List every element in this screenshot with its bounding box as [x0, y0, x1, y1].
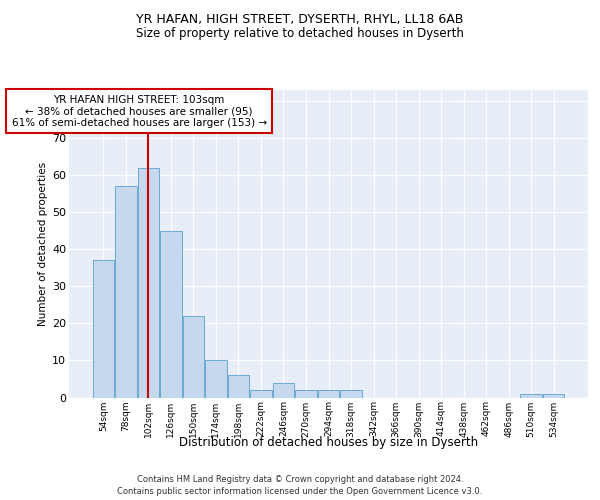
Bar: [205, 360, 227, 398]
Bar: [137, 168, 159, 398]
Bar: [250, 390, 272, 398]
Text: Contains HM Land Registry data © Crown copyright and database right 2024.: Contains HM Land Registry data © Crown c…: [137, 474, 463, 484]
Bar: [182, 316, 204, 398]
Text: Contains public sector information licensed under the Open Government Licence v3: Contains public sector information licen…: [118, 486, 482, 496]
Text: Size of property relative to detached houses in Dyserth: Size of property relative to detached ho…: [136, 28, 464, 40]
Bar: [228, 376, 249, 398]
Bar: [115, 186, 137, 398]
Bar: [273, 382, 294, 398]
Bar: [160, 231, 182, 398]
Text: YR HAFAN HIGH STREET: 103sqm
← 38% of detached houses are smaller (95)
61% of se: YR HAFAN HIGH STREET: 103sqm ← 38% of de…: [11, 94, 266, 128]
Bar: [543, 394, 565, 398]
Bar: [340, 390, 362, 398]
Bar: [318, 390, 339, 398]
Bar: [92, 260, 114, 398]
Text: YR HAFAN, HIGH STREET, DYSERTH, RHYL, LL18 6AB: YR HAFAN, HIGH STREET, DYSERTH, RHYL, LL…: [136, 12, 464, 26]
Y-axis label: Number of detached properties: Number of detached properties: [38, 162, 48, 326]
Text: Distribution of detached houses by size in Dyserth: Distribution of detached houses by size …: [179, 436, 478, 449]
Bar: [520, 394, 542, 398]
Bar: [295, 390, 317, 398]
